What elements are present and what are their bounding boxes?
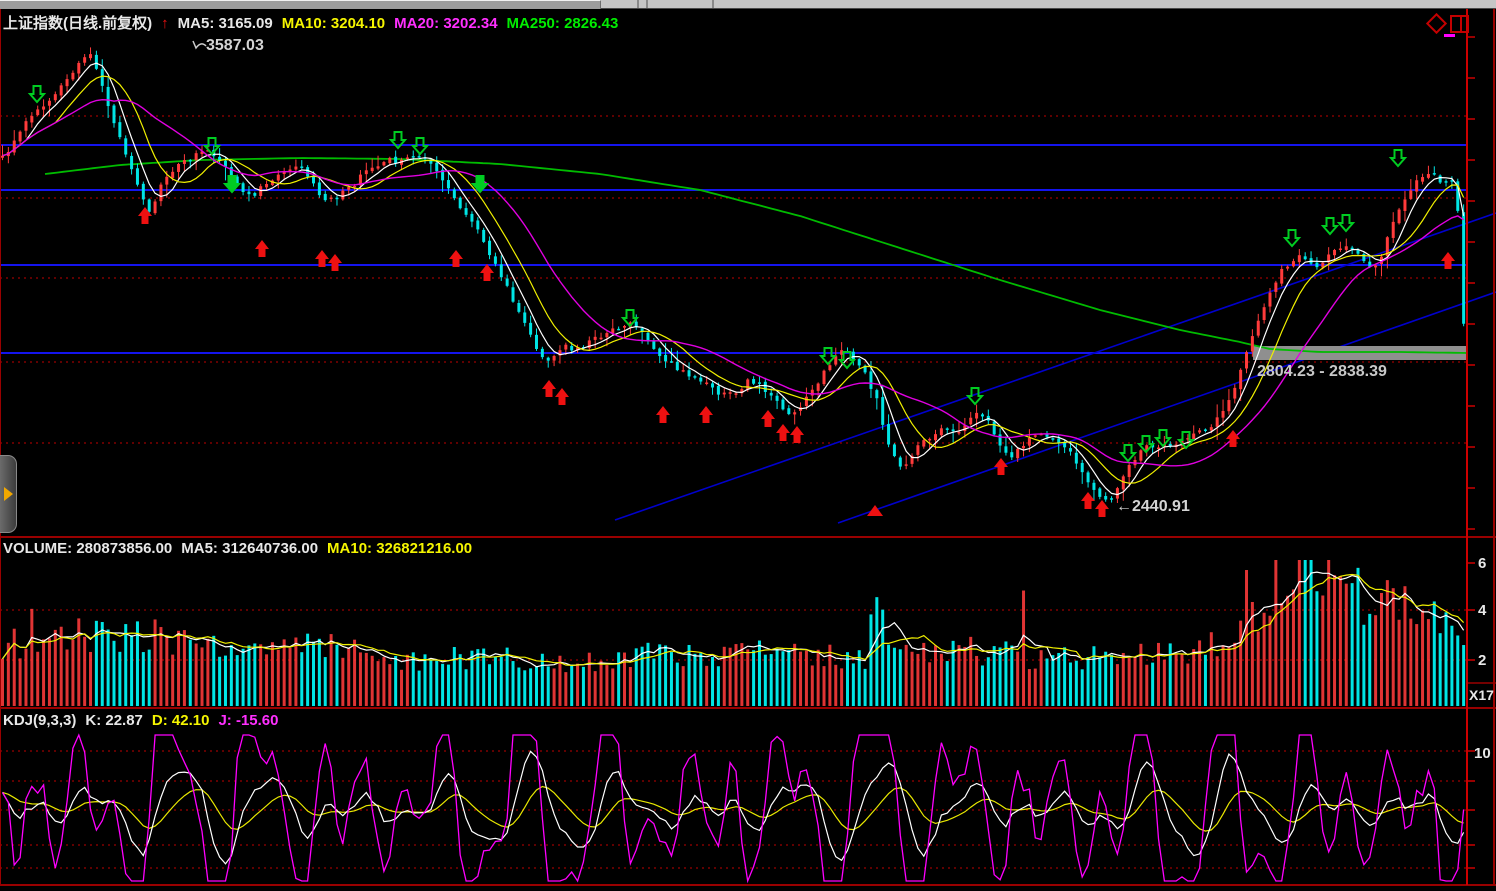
expand-arrow-icon xyxy=(4,487,13,501)
split-window-icon[interactable] xyxy=(1450,15,1469,33)
scrollbar-divider xyxy=(637,0,639,8)
sidebar-expand-handle[interactable] xyxy=(0,455,17,533)
highlight-dash xyxy=(1444,34,1455,37)
scrollbar-divider xyxy=(646,0,648,8)
scrollbar-thumb[interactable] xyxy=(0,0,601,9)
horizontal-scrollbar[interactable] xyxy=(0,0,1496,9)
scrollbar-divider xyxy=(712,0,714,8)
